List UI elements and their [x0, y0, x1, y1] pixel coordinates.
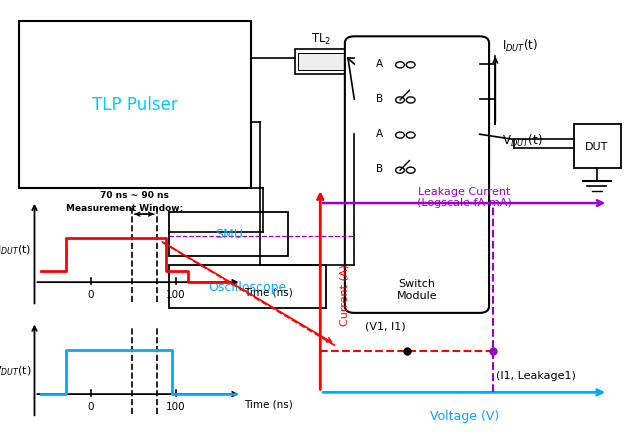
Text: I$_{DUT}$(t): I$_{DUT}$(t) — [502, 38, 538, 54]
FancyBboxPatch shape — [19, 22, 251, 188]
Text: Current (A): Current (A) — [339, 264, 349, 325]
FancyBboxPatch shape — [169, 212, 288, 256]
Text: B: B — [376, 164, 383, 173]
Text: 0: 0 — [88, 401, 94, 411]
Text: I$_{DUT}$(t): I$_{DUT}$(t) — [0, 243, 31, 256]
FancyBboxPatch shape — [295, 50, 348, 74]
FancyBboxPatch shape — [298, 54, 345, 71]
Text: (V1, I1): (V1, I1) — [365, 321, 406, 331]
Text: A: A — [376, 59, 383, 68]
Text: Time (ns): Time (ns) — [245, 399, 293, 409]
Text: 0: 0 — [88, 289, 94, 299]
Text: V$_{DUT}$(t): V$_{DUT}$(t) — [502, 132, 542, 148]
Text: Measurement Window:: Measurement Window: — [66, 204, 183, 213]
Text: Leakage Current
(Logscale fA-mA): Leakage Current (Logscale fA-mA) — [417, 187, 512, 208]
Text: Switch
Module: Switch Module — [397, 278, 437, 300]
Text: V$_{DUT}$(t): V$_{DUT}$(t) — [0, 364, 31, 377]
Text: SMU: SMU — [215, 228, 243, 241]
FancyBboxPatch shape — [345, 37, 489, 313]
Text: 100: 100 — [166, 289, 186, 299]
Text: (I1, Leakage1): (I1, Leakage1) — [496, 371, 576, 380]
Text: 100: 100 — [166, 401, 186, 411]
Text: B: B — [376, 94, 383, 103]
Text: TL$_2$: TL$_2$ — [311, 32, 331, 47]
FancyBboxPatch shape — [574, 125, 621, 169]
Text: A: A — [376, 129, 383, 138]
Text: Voltage (V): Voltage (V) — [429, 409, 499, 422]
Text: Time (ns): Time (ns) — [245, 287, 293, 297]
FancyBboxPatch shape — [169, 265, 326, 309]
Text: Oscilloscope: Oscilloscope — [209, 280, 287, 293]
Text: DUT: DUT — [585, 142, 609, 152]
Text: TLP Pulser: TLP Pulser — [92, 96, 177, 114]
Text: 70 ns ~ 90 ns: 70 ns ~ 90 ns — [100, 190, 169, 199]
